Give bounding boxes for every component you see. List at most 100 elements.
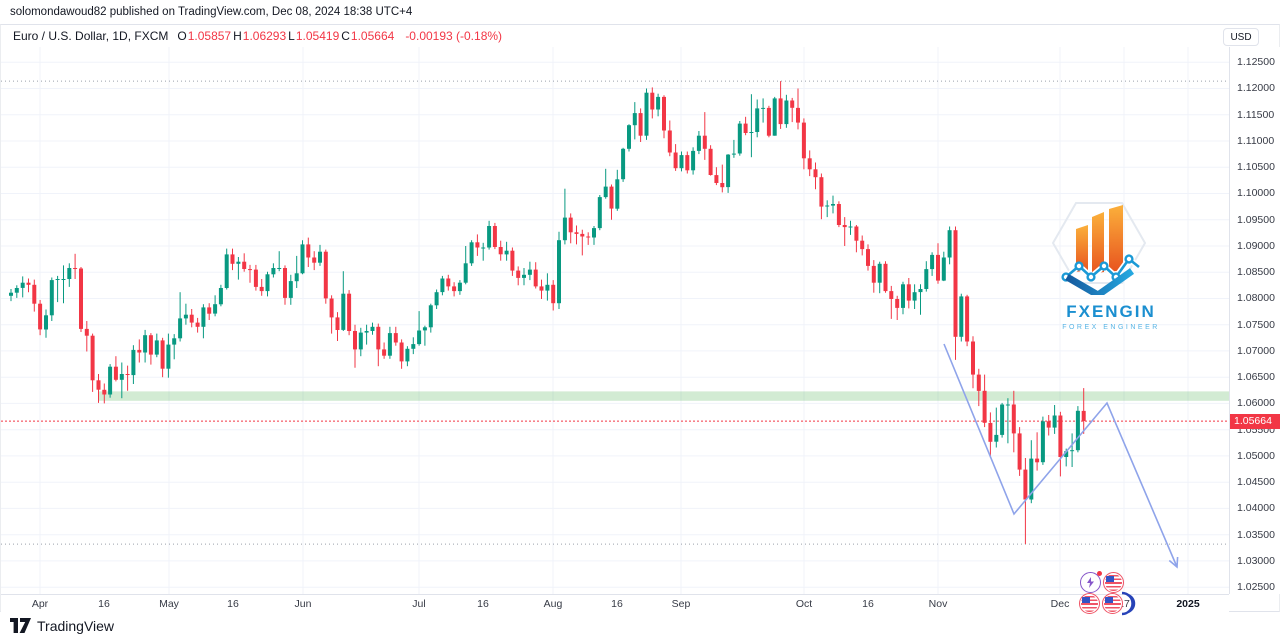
candle-body [376,326,381,350]
candle-body [38,303,43,330]
price-tick-label: 1.10500 [1237,161,1275,174]
chart-frame: Euro / U.S. Dollar, 1D, FXCM O1.05857 H1.… [0,24,1280,616]
candle-body [667,130,672,153]
candle-body [481,247,486,249]
tradingview-logo[interactable]: TradingView [10,618,114,634]
candle-body [9,292,13,296]
projection-arrow [943,343,1178,568]
candle-body [49,280,54,316]
candle-body [259,286,264,292]
time-tick-label: 16 [862,598,874,610]
candle-body [84,328,89,336]
symbol-legend: Euro / U.S. Dollar, 1D, FXCM O1.05857 H1.… [13,29,502,43]
currency-toggle-button[interactable]: USD [1223,28,1259,46]
fxengin-watermark: FXENGIN FOREX ENGINEER [1041,195,1181,335]
candle-body [487,226,492,248]
time-tick-label: 16 [611,598,623,610]
ohlc-value: 1.06293 [242,29,287,43]
candle-body [912,292,917,301]
candle-body [603,186,608,198]
candle-body [621,148,626,180]
candle-body [877,263,882,283]
symbol-title: Euro / U.S. Dollar, 1D, FXCM [13,29,169,43]
candle-body [201,307,206,327]
candle-body [522,274,526,278]
candle-body [527,269,532,275]
candle-body [924,269,929,289]
us-flag-stack-badge-icon [1102,593,1123,614]
candle-body [469,242,474,264]
candle-body [860,240,865,250]
candle-body [312,257,317,263]
candle-body [475,242,480,248]
candle-body [790,100,795,108]
candle-body [574,232,579,234]
us-flag-badge-icon [1103,572,1124,593]
candle-body [393,333,398,343]
candle-body [1011,404,1016,434]
time-tick-label: Nov [928,598,948,610]
price-axis[interactable]: 1.12500 1.12000 1.11500 1.11000 1.10500 1.100… [1229,47,1280,594]
price-tick-label: 1.05000 [1237,449,1275,462]
candle-body [358,332,363,350]
candle-body [79,268,83,329]
candle-body [452,286,457,292]
candle-body [195,322,200,327]
candle-body [632,113,637,126]
price-tick-label: 1.03500 [1237,528,1275,541]
price-tick-label: 1.02500 [1237,581,1275,594]
time-tick-label: Aug [543,598,563,610]
candle-body [446,278,451,287]
candle-body [994,434,999,442]
ohlc-value: 1.05664 [350,29,395,43]
candle-body [300,244,305,274]
candle-body [866,249,870,266]
candle-body [662,96,666,131]
candlestick-chart[interactable] [1,47,1229,594]
candle-body [14,288,19,293]
ohlc-label: O [177,29,187,43]
candle-body [1081,410,1086,421]
time-tick-label: Jul [412,598,426,610]
price-tick-label: 1.09000 [1237,239,1275,252]
change-value: -0.00193 (-0.18%) [405,29,503,43]
time-tick-label: Oct [795,598,813,610]
candle-body [737,123,742,154]
candle-body [807,158,812,170]
candle-body [592,228,596,238]
candle-body [597,197,602,229]
candle-body [1040,421,1045,463]
candle-body [726,154,731,188]
candle-body [568,217,573,233]
candle-body [370,326,375,331]
candle-body [766,107,771,136]
candle-body [207,307,212,314]
candle-body [889,291,894,299]
candle-body [1023,469,1028,500]
ohlc-values: O1.05857 H1.06293 L1.05419 C1.05664 [175,29,394,43]
candle-body [405,348,410,362]
candle-body [1075,410,1080,451]
candle-body [166,344,171,369]
fxengin-title: FXENGIN [1066,302,1156,321]
candle-body [685,155,690,171]
time-axis[interactable]: Apr 16 May 16 Jun Jul 16 Aug 16 Sep Oct 16 Nov Dec 17 2… [1,594,1229,613]
candle-body [761,107,766,109]
candle-body [819,177,824,207]
candle-body [178,318,183,339]
candle-body [801,122,806,159]
price-tick-label: 1.07500 [1237,318,1275,331]
candle-body [230,254,235,264]
price-tick-label: 1.08500 [1237,266,1275,279]
candle-body [213,304,218,314]
candle-body [283,268,287,298]
candle-body [702,135,707,149]
candle-body [399,342,404,362]
candle-body [901,284,905,308]
candle-body [148,335,153,355]
candle-body [842,225,847,228]
candle-body [516,270,521,278]
candle-body [691,150,696,171]
price-tick-label: 1.04500 [1237,476,1275,489]
candle-body [895,299,900,308]
